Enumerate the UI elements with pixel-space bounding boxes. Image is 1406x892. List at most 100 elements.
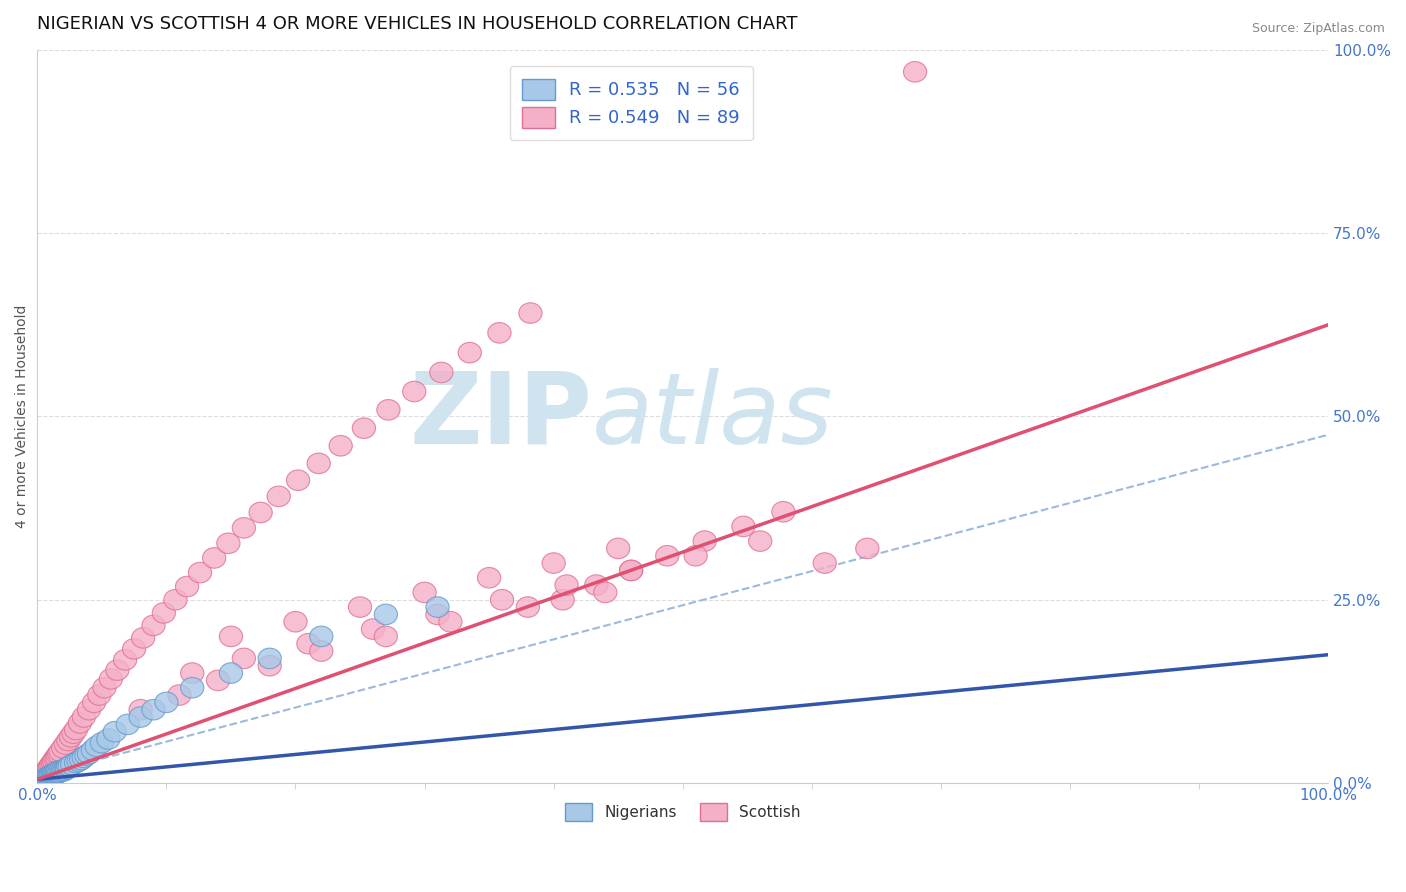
Ellipse shape — [90, 732, 114, 753]
Ellipse shape — [38, 767, 62, 788]
Ellipse shape — [37, 768, 59, 789]
Ellipse shape — [555, 574, 578, 595]
Ellipse shape — [142, 615, 165, 636]
Ellipse shape — [813, 553, 837, 574]
Ellipse shape — [39, 755, 63, 775]
Ellipse shape — [34, 769, 56, 789]
Ellipse shape — [53, 759, 77, 780]
Ellipse shape — [426, 597, 449, 617]
Ellipse shape — [361, 619, 385, 640]
Ellipse shape — [65, 719, 87, 739]
Ellipse shape — [93, 677, 117, 698]
Ellipse shape — [219, 626, 243, 647]
Ellipse shape — [259, 648, 281, 669]
Ellipse shape — [67, 751, 90, 772]
Ellipse shape — [167, 685, 191, 706]
Text: Source: ZipAtlas.com: Source: ZipAtlas.com — [1251, 22, 1385, 36]
Ellipse shape — [44, 764, 67, 784]
Ellipse shape — [516, 597, 540, 617]
Text: ZIP: ZIP — [409, 368, 592, 465]
Ellipse shape — [488, 323, 510, 343]
Ellipse shape — [35, 768, 58, 789]
Ellipse shape — [38, 765, 62, 786]
Ellipse shape — [207, 670, 229, 690]
Ellipse shape — [38, 768, 60, 789]
Ellipse shape — [38, 758, 60, 779]
Ellipse shape — [430, 362, 453, 383]
Text: NIGERIAN VS SCOTTISH 4 OR MORE VEHICLES IN HOUSEHOLD CORRELATION CHART: NIGERIAN VS SCOTTISH 4 OR MORE VEHICLES … — [38, 15, 797, 33]
Ellipse shape — [65, 752, 87, 772]
Ellipse shape — [41, 764, 65, 784]
Ellipse shape — [45, 762, 69, 782]
Ellipse shape — [100, 669, 122, 690]
Ellipse shape — [35, 762, 58, 782]
Ellipse shape — [37, 767, 59, 788]
Ellipse shape — [543, 553, 565, 574]
Ellipse shape — [309, 640, 333, 661]
Ellipse shape — [35, 769, 58, 789]
Ellipse shape — [655, 546, 679, 566]
Ellipse shape — [114, 649, 136, 670]
Ellipse shape — [180, 663, 204, 683]
Ellipse shape — [30, 772, 53, 792]
Ellipse shape — [32, 770, 55, 790]
Ellipse shape — [748, 531, 772, 551]
Ellipse shape — [30, 768, 53, 789]
Ellipse shape — [97, 729, 120, 749]
Ellipse shape — [620, 560, 643, 581]
Ellipse shape — [155, 692, 179, 713]
Ellipse shape — [46, 763, 70, 783]
Ellipse shape — [45, 764, 69, 784]
Ellipse shape — [86, 736, 108, 756]
Ellipse shape — [297, 633, 321, 654]
Ellipse shape — [44, 748, 67, 769]
Ellipse shape — [51, 761, 73, 781]
Ellipse shape — [117, 714, 139, 735]
Ellipse shape — [56, 756, 80, 777]
Y-axis label: 4 or more Vehicles in Household: 4 or more Vehicles in Household — [15, 305, 30, 528]
Ellipse shape — [58, 756, 82, 776]
Ellipse shape — [53, 734, 77, 755]
Ellipse shape — [49, 760, 72, 780]
Ellipse shape — [69, 713, 91, 733]
Ellipse shape — [55, 758, 79, 779]
Legend: Nigerians, Scottish: Nigerians, Scottish — [558, 797, 807, 827]
Ellipse shape — [377, 400, 401, 420]
Ellipse shape — [129, 706, 152, 727]
Ellipse shape — [413, 582, 436, 603]
Ellipse shape — [45, 747, 69, 768]
Ellipse shape — [349, 597, 371, 617]
Ellipse shape — [856, 538, 879, 558]
Ellipse shape — [83, 692, 105, 713]
Ellipse shape — [56, 731, 80, 751]
Ellipse shape — [232, 648, 256, 669]
Ellipse shape — [478, 567, 501, 588]
Ellipse shape — [217, 533, 240, 554]
Ellipse shape — [38, 766, 60, 787]
Ellipse shape — [353, 418, 375, 439]
Ellipse shape — [284, 612, 307, 632]
Ellipse shape — [374, 626, 398, 647]
Ellipse shape — [731, 516, 755, 537]
Ellipse shape — [48, 743, 70, 764]
Ellipse shape — [426, 604, 449, 624]
Ellipse shape — [287, 470, 309, 491]
Ellipse shape — [132, 628, 155, 648]
Ellipse shape — [28, 769, 52, 789]
Ellipse shape — [585, 574, 607, 595]
Ellipse shape — [34, 768, 56, 789]
Ellipse shape — [176, 576, 198, 597]
Ellipse shape — [32, 765, 55, 786]
Ellipse shape — [620, 560, 643, 581]
Ellipse shape — [232, 517, 256, 538]
Ellipse shape — [42, 751, 66, 772]
Ellipse shape — [46, 761, 70, 781]
Ellipse shape — [249, 502, 273, 523]
Ellipse shape — [59, 727, 83, 747]
Ellipse shape — [202, 548, 226, 568]
Ellipse shape — [42, 764, 66, 784]
Ellipse shape — [34, 764, 56, 784]
Ellipse shape — [72, 706, 96, 727]
Ellipse shape — [105, 660, 129, 681]
Ellipse shape — [72, 747, 96, 768]
